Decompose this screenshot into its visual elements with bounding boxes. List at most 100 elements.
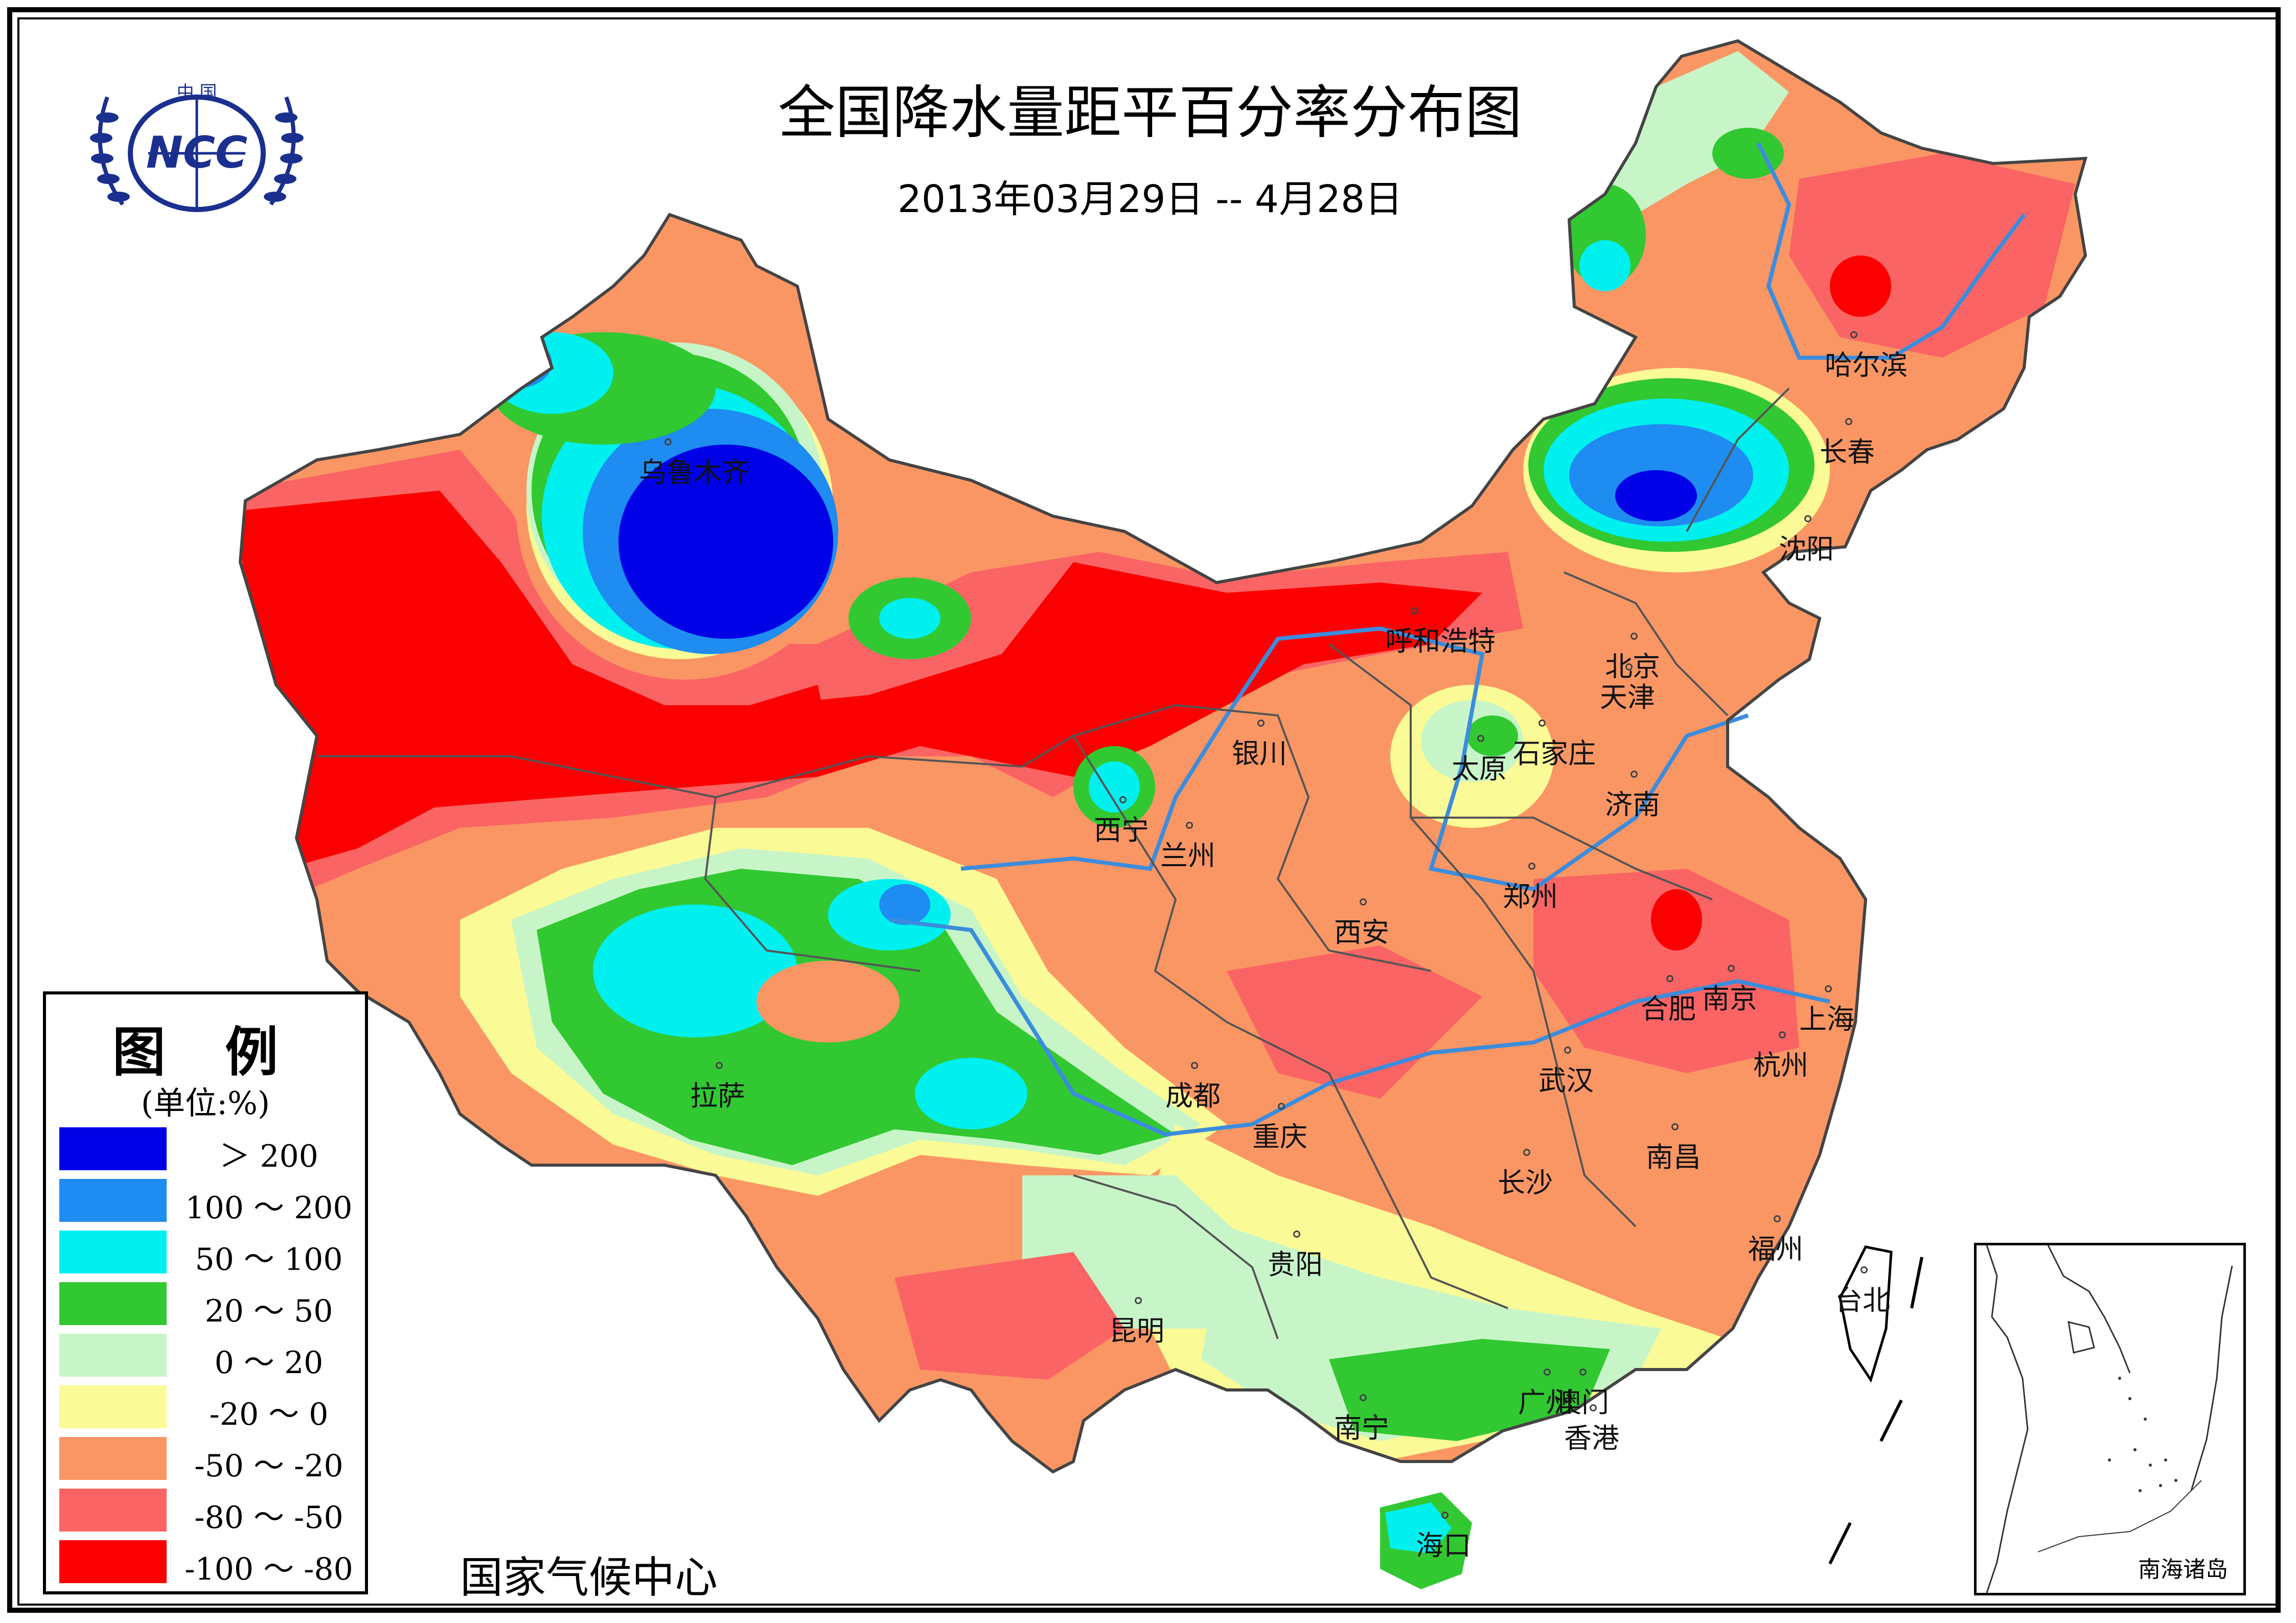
- city-label: 贵阳: [1268, 1248, 1323, 1281]
- map-date-range: 2013年03月29日 -- 4月28日: [897, 177, 1403, 221]
- legend-swatch: [59, 1334, 167, 1377]
- city-label: 南宁: [1334, 1412, 1389, 1444]
- heilongjiang-river: [1756, 142, 2026, 360]
- city-label: 海口: [1416, 1529, 1471, 1562]
- inset-map: [1986, 1245, 2233, 1593]
- city-marker-icon: [1411, 607, 1418, 614]
- yangtze-river: [889, 918, 1830, 1137]
- city-label: 兰州: [1160, 840, 1215, 872]
- city-marker-icon: [1804, 515, 1811, 522]
- city-marker-icon: [1666, 975, 1673, 982]
- city-marker-icon: [1825, 985, 1832, 992]
- city-label: 西宁: [1094, 814, 1149, 846]
- legend-label: -50 ～ -20: [194, 1448, 343, 1484]
- city-marker-icon: [716, 1062, 723, 1069]
- city-label: 拉萨: [690, 1080, 745, 1112]
- city-marker-icon: [1477, 735, 1484, 742]
- yellow-river: [960, 626, 1749, 892]
- city-label: 乌鲁木齐: [639, 456, 749, 489]
- logo-name: NCC: [146, 127, 247, 178]
- legend-label: 50 ～ 100: [195, 1242, 343, 1278]
- city-label: 合肥: [1641, 993, 1696, 1025]
- legend-item: -20 ～ 0: [56, 1385, 363, 1432]
- legend-item: ＞ 200: [56, 1127, 363, 1174]
- city-label: 北京: [1605, 651, 1660, 683]
- city-label: 上海: [1799, 1003, 1854, 1035]
- city-label: 银川: [1232, 737, 1287, 770]
- city-label: 杭州: [1753, 1049, 1808, 1081]
- legend-label: 0 ～ 20: [214, 1345, 324, 1381]
- city-label: 长春: [1820, 436, 1875, 468]
- map-title: 全国降水量距平百分率分布图: [778, 80, 1522, 146]
- city-marker-icon: [1293, 1231, 1300, 1238]
- anomaly-fields: [240, 51, 2075, 1462]
- city-label: 昆明: [1109, 1315, 1164, 1347]
- city-marker-icon: [1191, 1062, 1198, 1069]
- city-label: 澳门: [1554, 1386, 1609, 1419]
- city-marker-icon: [1625, 663, 1633, 670]
- city-label: 济南: [1605, 789, 1660, 821]
- legend-title: 图 例: [112, 1021, 299, 1083]
- city-marker-icon: [1528, 863, 1535, 870]
- city-marker-icon: [1360, 898, 1367, 906]
- city-label: 台北: [1835, 1284, 1890, 1316]
- legend-swatch: [59, 1231, 167, 1273]
- country-outline: [238, 39, 2088, 1474]
- legend-swatch: [59, 1489, 167, 1532]
- legend: 图 例 (单位:%) ＞ 200 100 ～ 200 50 ～ 100 20 ～ 50…: [43, 991, 368, 1594]
- city-label: 沈阳: [1779, 533, 1834, 565]
- legend-item: 0 ～ 20: [56, 1334, 363, 1381]
- city-label: 广州: [1518, 1386, 1573, 1419]
- legend-swatch: [59, 1437, 167, 1480]
- legend-label: 100 ～ 200: [185, 1190, 353, 1226]
- city-label: 西安: [1334, 916, 1389, 948]
- city-label: 长沙: [1498, 1167, 1553, 1199]
- city-marker-icon: [1850, 331, 1857, 338]
- city-marker-icon: [1631, 633, 1638, 640]
- city-marker-icon: [1861, 1266, 1868, 1273]
- city-label: 香港: [1564, 1422, 1619, 1454]
- city-label: 太原: [1452, 753, 1507, 785]
- legend-label: -20 ～ 0: [209, 1397, 329, 1432]
- city-label: 石家庄: [1513, 737, 1596, 770]
- legend-item: -80 ～ -50: [56, 1489, 363, 1536]
- city-label: 南昌: [1646, 1141, 1701, 1173]
- city-marker-icon: [1728, 965, 1735, 972]
- city-label: 重庆: [1252, 1121, 1307, 1153]
- city-label: 呼和浩特: [1385, 625, 1496, 657]
- city-marker-icon: [1278, 1103, 1285, 1110]
- legend-swatch: [59, 1179, 167, 1222]
- legend-item: -100 ～ -80: [56, 1540, 363, 1587]
- city-marker-icon: [1544, 1369, 1551, 1376]
- city-marker-icon: [1845, 418, 1852, 425]
- legend-label: 20 ～ 50: [204, 1293, 333, 1329]
- city-label: 南京: [1702, 983, 1757, 1015]
- city-marker-icon: [1119, 796, 1127, 803]
- legend-item: -50 ～ -20: [56, 1437, 363, 1484]
- legend-unit: (单位:%): [141, 1084, 270, 1122]
- city-marker-icon: [1774, 1215, 1781, 1222]
- city-marker-icon: [664, 438, 672, 446]
- city-label: 武汉: [1539, 1064, 1594, 1097]
- legend-label: -80 ～ -50: [194, 1500, 343, 1536]
- laurel-left-icon: [98, 96, 125, 206]
- city-marker-icon: [1441, 1512, 1449, 1519]
- city-marker-icon: [1631, 771, 1638, 778]
- boundary-dash: [1828, 1522, 1852, 1565]
- laurel-right-icon: [269, 96, 296, 206]
- legend-swatch: [59, 1385, 167, 1428]
- boundary-dash: [1879, 1399, 1903, 1442]
- ncc-logo: NCC 中 国: [90, 82, 304, 212]
- taiwan-island: [1839, 1245, 1893, 1383]
- boundary-dash: [1910, 1257, 1923, 1309]
- city-marker-icon: [1579, 1369, 1587, 1376]
- legend-swatch: [59, 1127, 167, 1170]
- city-marker-icon: [1135, 1297, 1142, 1304]
- legend-item: 100 ～ 200: [56, 1179, 363, 1226]
- logo-top-text: 中 国: [177, 82, 217, 103]
- inset-label: 南海诸岛: [2138, 1557, 2228, 1583]
- city-marker-icon: [1590, 1404, 1597, 1411]
- inner-frame: [17, 17, 2279, 1606]
- city-label: 郑州: [1503, 880, 1558, 913]
